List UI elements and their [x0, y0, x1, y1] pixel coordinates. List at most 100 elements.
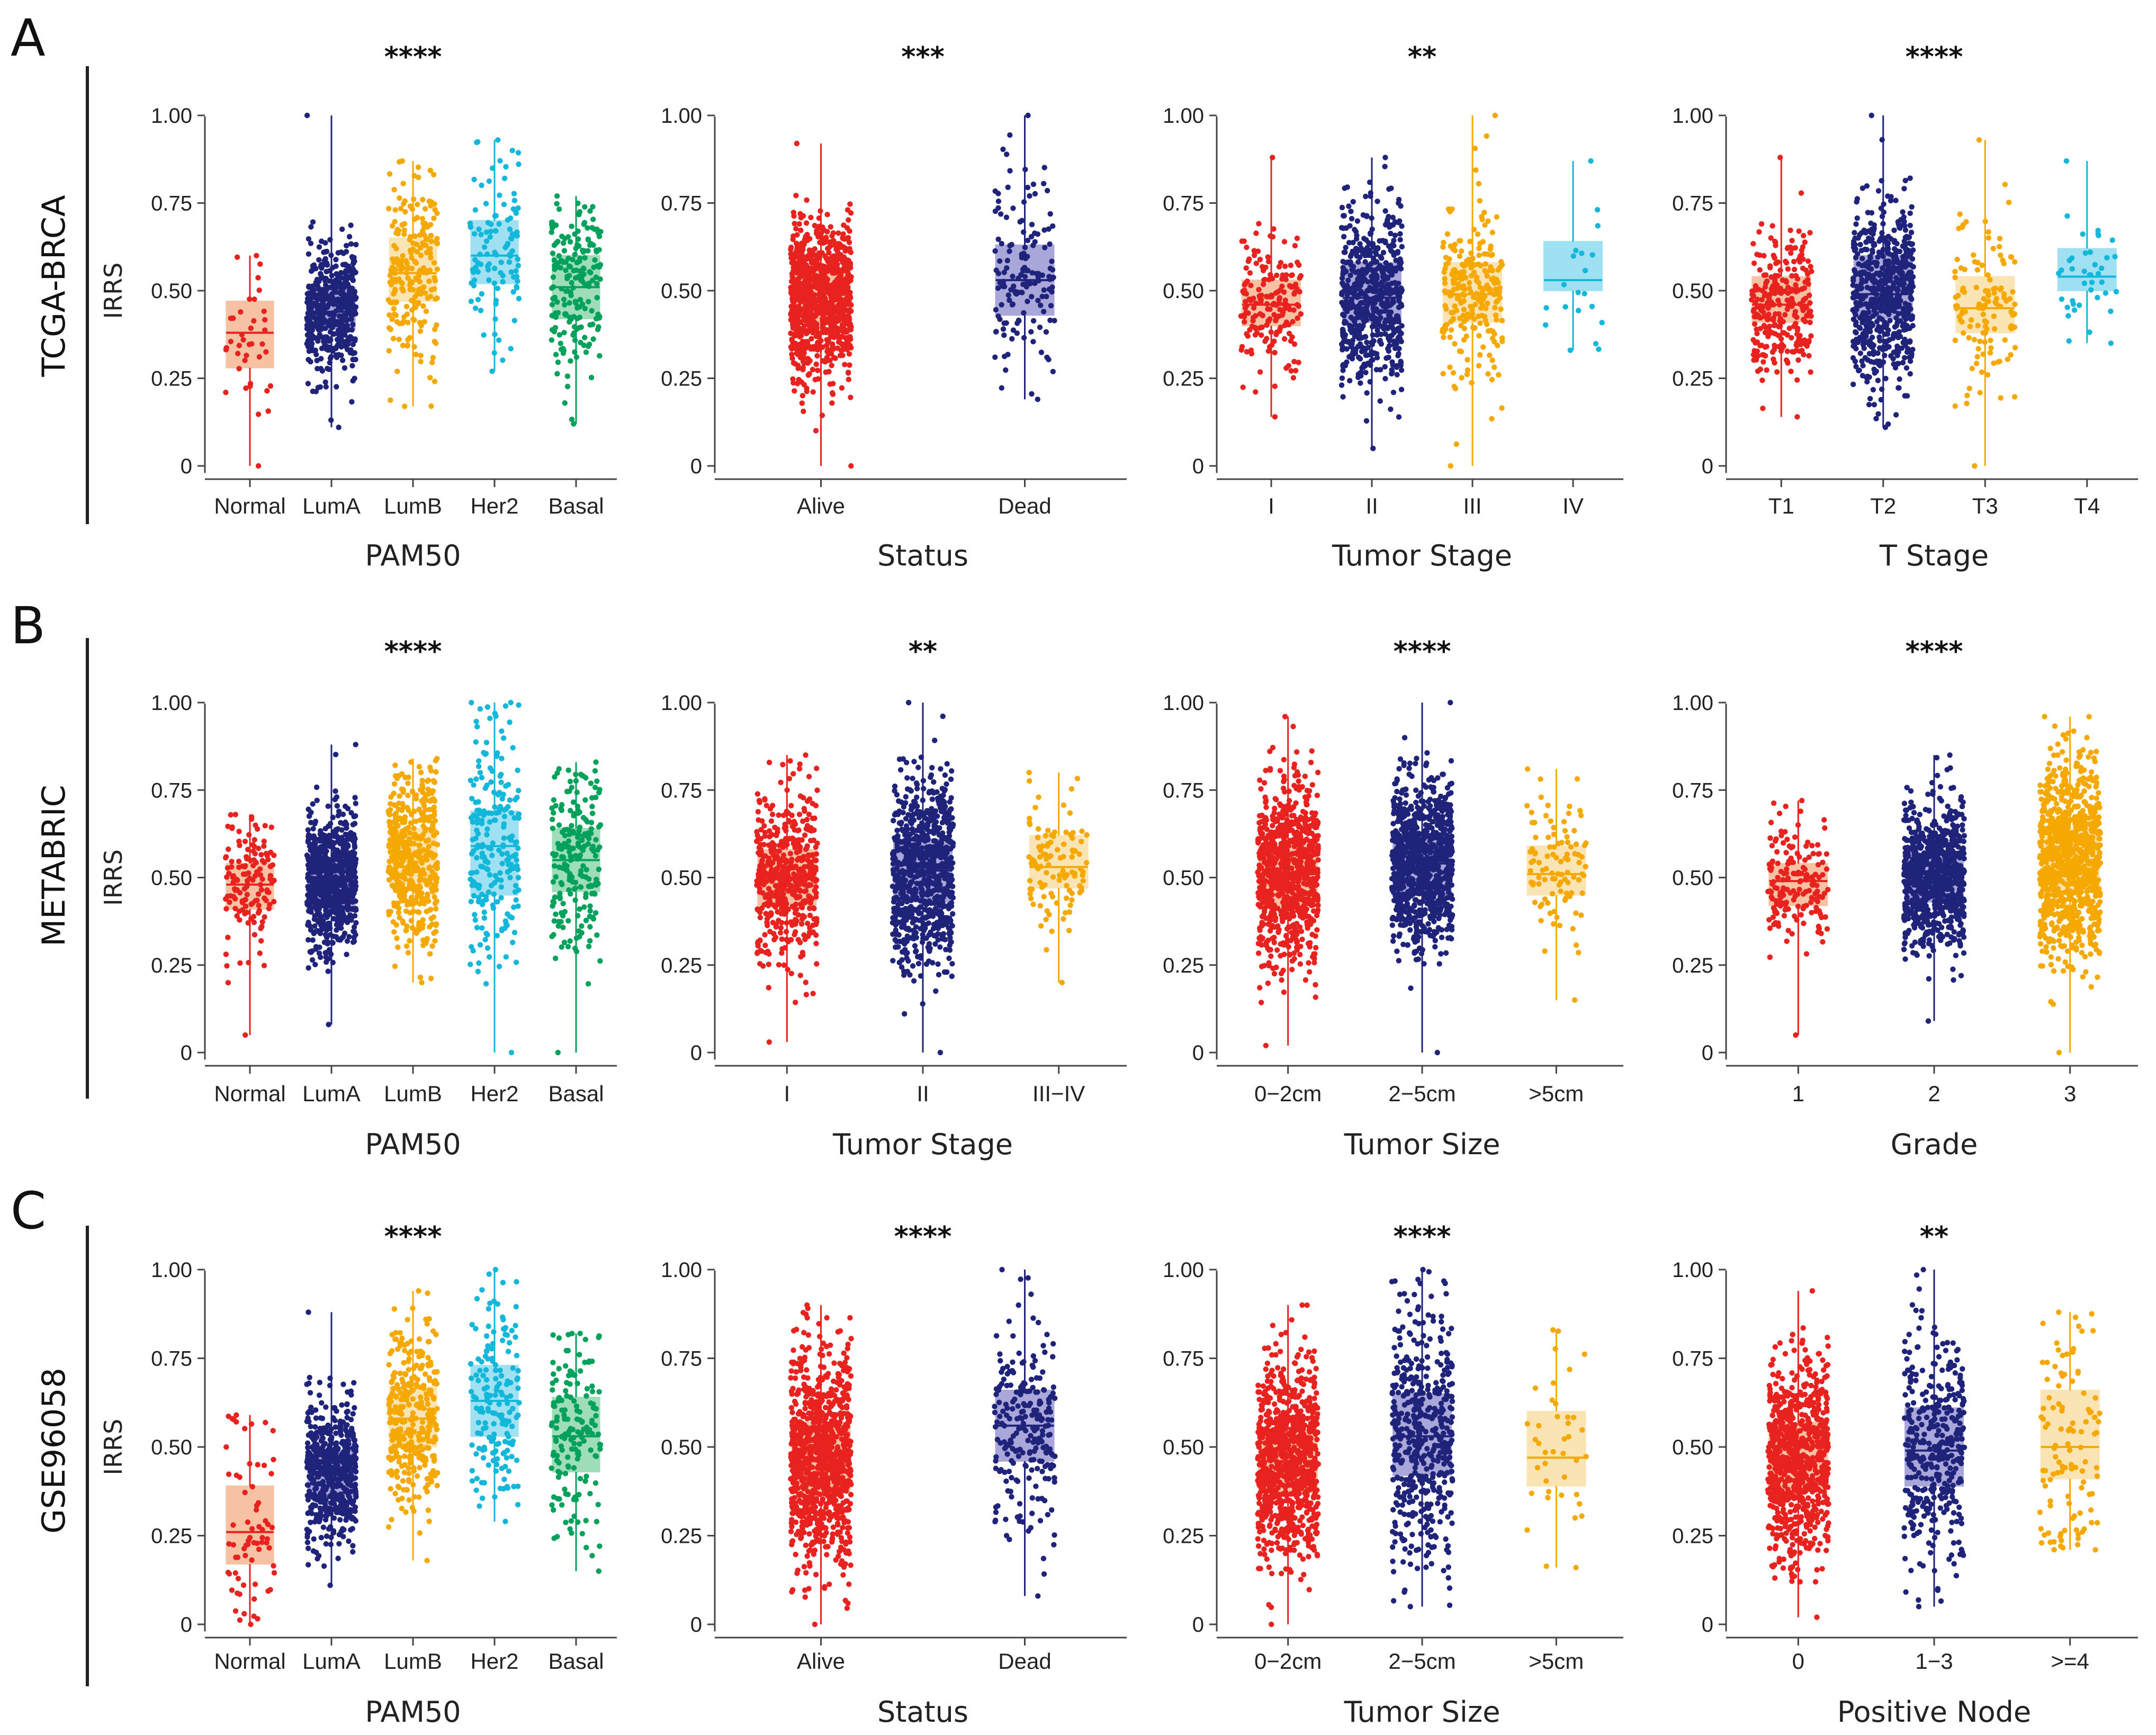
data-point — [1260, 281, 1266, 287]
data-point — [562, 302, 568, 308]
data-point — [500, 279, 506, 285]
data-point — [492, 331, 498, 337]
data-point — [1363, 193, 1369, 200]
y-tick-label: 0.75 — [661, 192, 702, 215]
data-point — [474, 139, 480, 146]
data-point — [430, 172, 437, 177]
data-point — [412, 304, 418, 310]
data-point — [434, 266, 441, 272]
data-point — [1809, 268, 1814, 274]
data-point — [319, 265, 325, 271]
data-point — [1010, 327, 1017, 333]
data-point — [1867, 260, 1873, 266]
data-point — [328, 252, 334, 258]
data-point — [834, 309, 841, 315]
data-point — [826, 250, 832, 256]
data-point — [483, 238, 490, 244]
data-point — [830, 270, 836, 276]
data-point — [1396, 304, 1402, 310]
data-point — [1044, 293, 1049, 300]
data-point — [2067, 257, 2072, 264]
data-point — [1485, 371, 1491, 377]
data-point — [262, 895, 267, 901]
data-point — [789, 352, 795, 357]
data-point — [1880, 346, 1885, 352]
data-point — [325, 803, 331, 810]
data-point — [845, 207, 851, 213]
data-point — [1251, 253, 1257, 258]
data-point — [427, 167, 433, 174]
data-point — [1476, 332, 1482, 339]
data-point — [792, 388, 797, 394]
data-point — [326, 347, 332, 353]
data-point — [250, 914, 257, 920]
data-point — [793, 193, 799, 199]
data-point — [1787, 227, 1793, 233]
data-point — [1884, 242, 1890, 248]
data-point — [794, 240, 799, 246]
data-point — [1806, 353, 1812, 359]
data-point — [1777, 323, 1783, 329]
data-point — [1468, 265, 1474, 271]
data-point — [1042, 245, 1048, 250]
data-point — [344, 295, 349, 301]
data-point — [1266, 344, 1273, 350]
data-point — [418, 353, 424, 358]
data-point — [1867, 326, 1873, 331]
data-point — [1465, 367, 1471, 373]
row-c-header: C GSE96058 — [11, 1181, 89, 1686]
data-point — [1901, 355, 1908, 361]
data-point — [1866, 309, 1872, 315]
data-point — [232, 905, 238, 912]
data-point — [333, 321, 339, 327]
data-point — [569, 280, 574, 286]
data-point — [225, 979, 231, 986]
data-point — [1907, 325, 1912, 331]
data-point — [829, 282, 835, 288]
data-point — [999, 302, 1004, 308]
data-point — [1874, 263, 1880, 269]
data-point — [1340, 268, 1346, 274]
data-point — [1396, 298, 1402, 304]
data-point — [304, 341, 310, 347]
data-point — [1764, 278, 1770, 284]
data-point — [832, 324, 838, 330]
data-point — [1985, 288, 1991, 294]
data-point — [317, 312, 322, 318]
dataset-label-b: METABRIC — [35, 785, 73, 946]
data-point — [330, 814, 336, 821]
data-point — [1388, 265, 1394, 271]
data-point — [1398, 288, 1404, 294]
data-point — [420, 303, 426, 309]
data-point — [2011, 259, 2018, 265]
data-point — [567, 300, 572, 306]
data-point — [506, 259, 513, 265]
data-point — [1485, 300, 1490, 307]
data-point — [1271, 338, 1277, 344]
y-tick-label: 0.75 — [151, 192, 192, 215]
data-point — [1879, 178, 1884, 184]
data-point — [262, 317, 268, 323]
data-point — [1001, 284, 1008, 290]
data-point — [805, 290, 812, 296]
data-point — [1850, 295, 1856, 301]
data-point — [839, 385, 845, 391]
data-point — [582, 305, 588, 311]
data-point — [1279, 283, 1285, 289]
data-point — [1487, 352, 1493, 358]
data-point — [2113, 289, 2119, 295]
data-point — [1972, 463, 1978, 469]
data-point — [1879, 359, 1885, 366]
data-point — [1871, 402, 1877, 408]
data-point — [794, 313, 801, 320]
data-point — [339, 357, 346, 363]
data-point — [318, 271, 324, 277]
data-point — [1256, 221, 1262, 227]
data-point — [1351, 304, 1357, 310]
data-point — [481, 244, 488, 250]
data-point — [1044, 187, 1050, 194]
data-point — [558, 265, 564, 271]
data-point — [1782, 288, 1788, 294]
data-point — [1759, 352, 1765, 358]
data-point — [1907, 338, 1913, 344]
